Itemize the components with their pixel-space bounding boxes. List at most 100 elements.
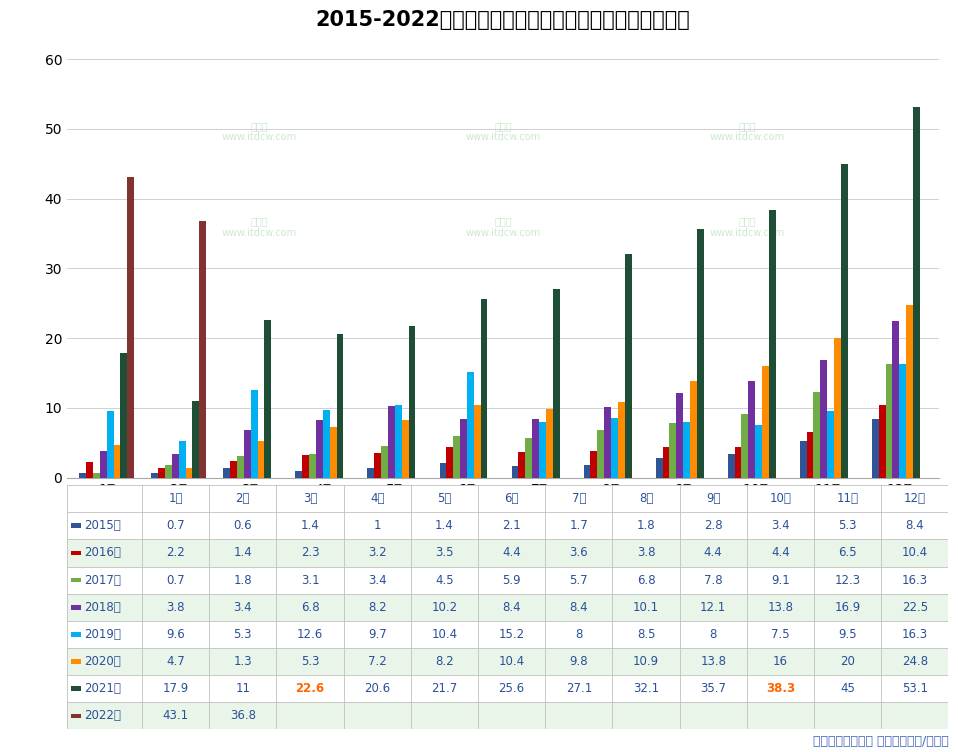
Text: 3.8: 3.8 — [167, 601, 185, 614]
Bar — [453, 436, 460, 478]
Bar — [230, 462, 237, 478]
Bar — [199, 221, 206, 478]
Bar — [408, 326, 416, 478]
Bar — [900, 364, 906, 478]
Bar — [303, 455, 309, 478]
Bar — [67, 675, 948, 702]
Text: 3月: 3月 — [303, 492, 317, 505]
Text: 10.1: 10.1 — [633, 601, 659, 614]
Text: 10.4: 10.4 — [431, 628, 458, 641]
Bar — [762, 366, 769, 478]
Text: 6.8: 6.8 — [301, 601, 319, 614]
Text: 16.3: 16.3 — [901, 574, 928, 587]
Text: 4.4: 4.4 — [502, 547, 521, 559]
Bar — [769, 211, 776, 478]
Bar — [735, 447, 741, 478]
Bar — [100, 451, 106, 478]
Text: 13.8: 13.8 — [700, 655, 726, 668]
Bar — [676, 393, 683, 478]
Bar — [330, 427, 336, 478]
Bar — [158, 468, 165, 478]
Bar — [885, 364, 892, 478]
Bar — [165, 465, 171, 478]
Bar — [71, 687, 81, 691]
Bar — [827, 411, 834, 478]
Bar — [625, 253, 631, 478]
Text: 7.5: 7.5 — [771, 628, 789, 641]
Text: 3.5: 3.5 — [435, 547, 454, 559]
Text: 8.4: 8.4 — [502, 601, 521, 614]
Bar — [295, 471, 303, 478]
Text: 15.2: 15.2 — [498, 628, 525, 641]
Bar — [525, 438, 532, 478]
Bar — [193, 401, 199, 478]
Bar — [368, 468, 375, 478]
Bar — [71, 550, 81, 555]
Text: 7.8: 7.8 — [704, 574, 722, 587]
Text: 8.5: 8.5 — [637, 628, 655, 641]
Bar — [446, 447, 453, 478]
Bar — [481, 299, 488, 478]
Title: 2015-2022年新能源汽车月度销量趋势图（单位：万辆）: 2015-2022年新能源汽车月度销量趋势图（单位：万辆） — [315, 10, 691, 29]
Bar — [67, 621, 948, 648]
Bar — [611, 418, 618, 478]
Bar — [186, 468, 193, 478]
Text: 1.4: 1.4 — [234, 547, 252, 559]
Bar — [86, 462, 93, 478]
Text: 45: 45 — [840, 682, 855, 695]
Text: 2015年: 2015年 — [83, 520, 121, 532]
Bar — [474, 405, 481, 478]
Text: 12.3: 12.3 — [834, 574, 860, 587]
Bar — [906, 305, 913, 478]
Bar — [670, 423, 676, 478]
Bar — [93, 473, 100, 478]
Bar — [728, 453, 735, 478]
Text: 1.7: 1.7 — [569, 520, 588, 532]
Bar — [388, 406, 395, 478]
Bar — [590, 451, 598, 478]
Text: 20: 20 — [840, 655, 855, 668]
Bar — [237, 456, 244, 478]
Text: 27.1: 27.1 — [565, 682, 592, 695]
Text: 4月: 4月 — [370, 492, 384, 505]
Text: 1.4: 1.4 — [301, 520, 319, 532]
Text: 11: 11 — [236, 682, 250, 695]
Text: 4.7: 4.7 — [166, 655, 185, 668]
Text: 2.1: 2.1 — [502, 520, 521, 532]
Bar — [71, 660, 81, 664]
Text: 5.3: 5.3 — [234, 628, 252, 641]
Text: 20.6: 20.6 — [364, 682, 390, 695]
Text: 36.8: 36.8 — [230, 709, 256, 723]
Bar — [820, 359, 827, 478]
Text: 2017年: 2017年 — [83, 574, 121, 587]
Bar — [71, 632, 81, 637]
Bar — [316, 420, 323, 478]
Text: 8.4: 8.4 — [905, 520, 924, 532]
Bar — [553, 289, 559, 478]
Bar — [258, 441, 264, 478]
Bar — [71, 578, 81, 582]
Bar — [800, 441, 807, 478]
Bar — [618, 402, 625, 478]
Text: 1.4: 1.4 — [435, 520, 454, 532]
Text: 43.1: 43.1 — [163, 709, 189, 723]
Text: 10月: 10月 — [769, 492, 791, 505]
Text: 2.2: 2.2 — [166, 547, 185, 559]
Text: 9.8: 9.8 — [569, 655, 588, 668]
Bar — [401, 420, 408, 478]
Bar — [878, 405, 885, 478]
Bar — [683, 422, 690, 478]
Bar — [663, 447, 670, 478]
Text: 9.5: 9.5 — [838, 628, 856, 641]
Bar — [67, 702, 948, 729]
Bar — [440, 463, 446, 478]
Text: 电池网
www.itdcw.com: 电池网 www.itdcw.com — [221, 216, 296, 238]
Bar — [872, 419, 878, 478]
Text: 8: 8 — [575, 628, 582, 641]
Text: 3.6: 3.6 — [569, 547, 588, 559]
Text: 2018年: 2018年 — [83, 601, 121, 614]
Text: 9.1: 9.1 — [771, 574, 789, 587]
Text: 5月: 5月 — [437, 492, 451, 505]
Bar — [381, 446, 388, 478]
Text: 1: 1 — [374, 520, 381, 532]
